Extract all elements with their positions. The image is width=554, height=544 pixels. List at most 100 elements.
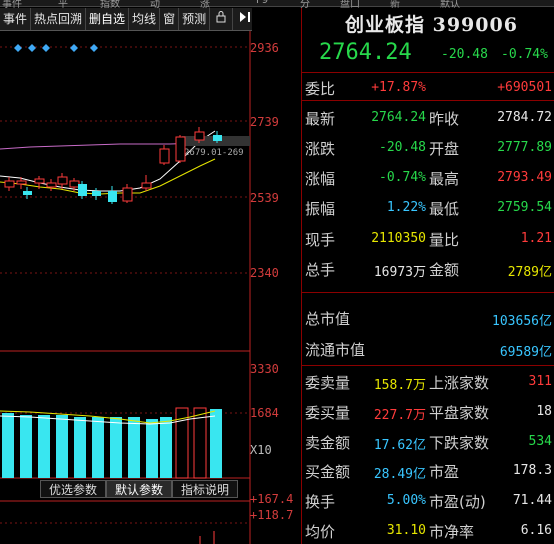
ma-line-button[interactable]: 均线 [129, 8, 161, 30]
panel-divider [301, 8, 302, 544]
stat-row: 卖金额 17.62亿 下跌家数 534 [301, 428, 554, 454]
stat-row: 均价 31.10 市净率 6.16 [301, 517, 554, 543]
price-axis-label: 2936 [250, 41, 279, 55]
quote-value: 2789亿 [507, 265, 552, 280]
stat-label: 上涨家数 [429, 374, 490, 392]
chart-canvas: 2679.01-269 [0, 31, 251, 544]
quote-value: 1.21 [520, 231, 552, 246]
quote-label: 金额 [429, 261, 460, 279]
volume-unit-label: X10 [250, 443, 272, 457]
stat-value: 158.7万 [373, 378, 426, 393]
quote-row: 委比 +17.87% +690501 [301, 74, 554, 100]
stat-label: 下跌家数 [429, 434, 490, 452]
top-menu-item[interactable]: 分 [300, 0, 310, 10]
volume-axis-label: 1684 [250, 406, 279, 420]
window-button[interactable]: 窗 [160, 8, 180, 30]
quote-label: 最新 [305, 110, 336, 128]
quote-row: 涨跌 -20.48 开盘 2777.89 [301, 134, 554, 160]
volume-bar [146, 419, 158, 478]
stat-label: 委买量 [305, 404, 351, 422]
candle-body [213, 135, 222, 141]
quote-value: 2764.24 [371, 110, 426, 125]
collapse-right-icon[interactable] [233, 8, 257, 30]
indicator-axis-label: +167.4 [250, 492, 294, 506]
stat-label: 卖金额 [305, 434, 351, 452]
divider [301, 292, 554, 293]
quote-value: 1.22% [386, 200, 426, 215]
indicator-tabs: 优选参数 默认参数 指标说明 [40, 480, 239, 498]
stat-row: 委买量 227.7万 平盘家数 18 [301, 398, 554, 424]
top-menu-item[interactable]: 新 [390, 0, 400, 10]
volume-bars [2, 407, 222, 479]
quote-row: 最新 2764.24 昨收 2784.72 [301, 104, 554, 130]
stat-value: 31.10 [386, 523, 426, 538]
stat-value: 6.16 [520, 523, 552, 538]
volume-bar [20, 415, 32, 478]
signal-markers [14, 44, 98, 52]
tab-preferred-params[interactable]: 优选参数 [40, 480, 107, 498]
volume-bar [210, 409, 222, 478]
candle-body [69, 180, 80, 188]
price-change: -20.48 [441, 47, 488, 62]
quote-panel: 创业板指 399006 2764.24 -20.48 -0.74% 委比 +17.… [301, 8, 554, 544]
current-price: 2764.24 [319, 40, 412, 65]
stat-value: 311 [528, 374, 552, 389]
divider [301, 72, 554, 73]
top-menu-item[interactable]: 默认 [440, 0, 460, 10]
candle-body [78, 184, 87, 196]
volume-bar [74, 417, 86, 478]
stat-label: 买金额 [305, 463, 351, 481]
remove-favorite-button[interactable]: 删自选 [86, 8, 130, 30]
candle-body [159, 148, 170, 164]
top-menu-item[interactable]: F9 [256, 0, 269, 6]
quote-label: 涨幅 [305, 170, 336, 188]
indicator-axis-label: +118.7 [250, 508, 294, 522]
quote-row: 现手 2110350 量比 1.21 [301, 225, 554, 251]
stat-value: 71.44 [512, 493, 552, 508]
price-axis-label: 2340 [250, 266, 279, 280]
volume-axis-label: 3330 [250, 362, 279, 376]
market-cap-row: 流通市值 69589亿 [301, 335, 554, 361]
volume-bar [2, 413, 14, 478]
volume-bar [56, 415, 68, 478]
top-menu-item[interactable]: 涨 [200, 0, 210, 10]
quote-value: +690501 [497, 80, 552, 95]
quote-label: 最低 [429, 200, 460, 218]
quote-value: -20.48 [379, 140, 426, 155]
top-menu-item[interactable]: 平 [58, 0, 68, 10]
lock-icon[interactable] [210, 8, 234, 30]
quote-label: 量比 [429, 231, 460, 249]
quote-label: 涨跌 [305, 140, 336, 158]
top-menu-item[interactable]: 事件 [2, 0, 22, 10]
event-button[interactable]: 事件 [0, 8, 32, 30]
candle-body [46, 182, 57, 188]
quote-label: 总手 [305, 261, 336, 279]
quote-label: 昨收 [429, 110, 460, 128]
candle-body [4, 180, 15, 188]
top-menu-item[interactable]: 指数 [100, 0, 120, 10]
stat-value: 17.62亿 [373, 438, 426, 453]
hot-replay-button[interactable]: 热点回溯 [31, 8, 87, 30]
candle-body [34, 178, 45, 184]
quote-value: 2793.49 [497, 170, 552, 185]
quote-label: 委比 [305, 80, 336, 98]
candle-body [23, 191, 32, 195]
candle-body [92, 191, 101, 196]
quote-label: 振幅 [305, 200, 336, 218]
stat-value: 534 [528, 434, 552, 449]
candle-body [122, 187, 133, 202]
volume-bar [92, 417, 104, 478]
stat-label: 均价 [305, 523, 336, 541]
forecast-button[interactable]: 预测 [179, 8, 211, 30]
tab-indicator-help[interactable]: 指标说明 [172, 480, 239, 498]
stat-row: 委卖量 158.7万 上涨家数 311 [301, 368, 554, 394]
candle-body [141, 182, 152, 189]
top-menu-item[interactable]: 动 [150, 0, 160, 10]
top-menu-item[interactable]: 盘口 [340, 0, 360, 10]
divider [301, 365, 554, 366]
tab-default-params[interactable]: 默认参数 [106, 480, 173, 498]
quote-row: 振幅 1.22% 最低 2759.54 [301, 194, 554, 220]
kline-chart[interactable]: 2679.01-269 2936 2739 2539 2340 3330 168… [0, 31, 293, 544]
quote-value: 2110350 [371, 231, 426, 246]
